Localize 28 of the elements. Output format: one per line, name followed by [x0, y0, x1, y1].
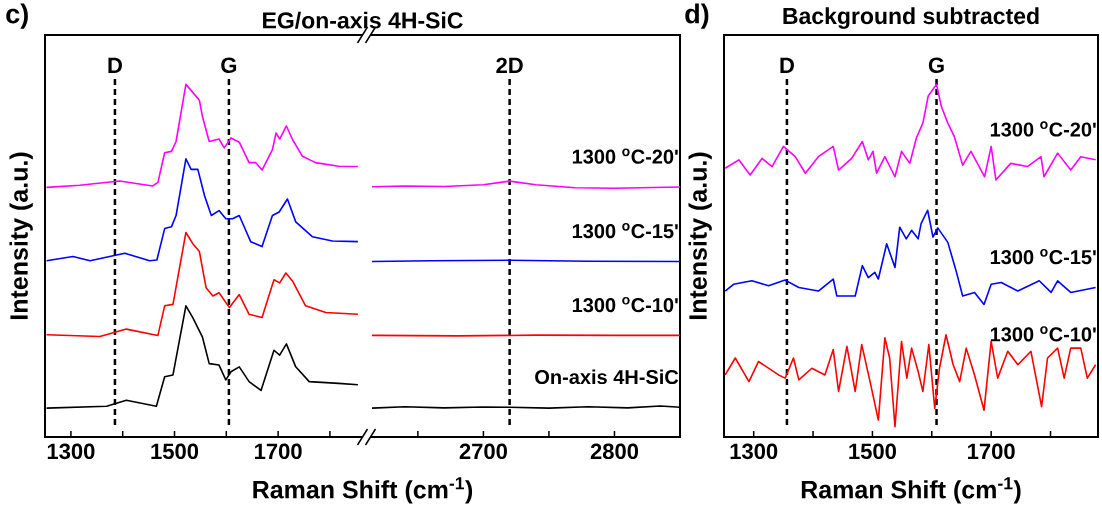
ref-line-label: D	[108, 57, 122, 73]
series-label: On-axis 4H-SiC	[535, 369, 679, 385]
x-tick-label: 1500	[151, 443, 199, 460]
x-tick-label: 1700	[255, 443, 302, 460]
series-label: 1300 $^{o}$C-15'	[572, 222, 678, 239]
ref-line-label: G	[928, 57, 944, 73]
x-tick-label: 1300	[47, 443, 95, 460]
series-label: 1300 $^{o}$C-20'	[990, 121, 1096, 137]
y-axis-title: Intensity (a.u.)	[688, 152, 712, 320]
x-tick-label: 2800	[590, 443, 639, 460]
x-tick-label: 1300	[730, 443, 778, 460]
chart-title: Background subtracted	[783, 7, 1039, 29]
x-axis-title: Raman Shift (cm$^{-1}$)	[801, 477, 1021, 504]
series-label: 1300 $^{o}$C-15'	[990, 248, 1096, 265]
x-axis-title: Raman Shift (cm$^{-1}$)	[253, 477, 473, 504]
series-label: 1300 $^{o}$C-20'	[572, 148, 678, 164]
y-axis-title: Intensity (a.u.)	[9, 152, 33, 320]
ref-line-label: 2D	[496, 57, 523, 73]
ref-line-label: G	[221, 57, 237, 73]
ref-line-label: D	[780, 57, 794, 73]
x-tick-label: 1500	[849, 443, 896, 460]
text: d)	[685, 3, 709, 29]
text: c)	[6, 3, 28, 29]
x-tick-label: 1700	[968, 443, 1015, 460]
chart-title: EG/on-axis 4H-SiC	[263, 11, 463, 29]
series-label: 1300 $^{o}$C-10'	[572, 296, 678, 313]
x-tick-label: 2700	[459, 443, 507, 460]
series-label: 1300 $^{o}$C-10'	[990, 326, 1096, 342]
